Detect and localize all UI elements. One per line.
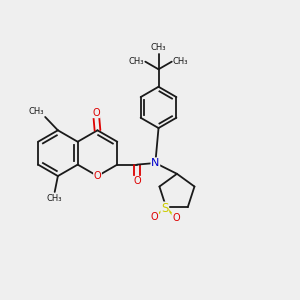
Text: N: N [151,158,160,168]
Text: CH₃: CH₃ [151,44,166,52]
Text: CH₃: CH₃ [28,107,44,116]
Text: CH₃: CH₃ [47,194,62,202]
Text: CH₃: CH₃ [129,57,144,66]
Text: O: O [92,108,100,118]
Text: O: O [133,176,141,186]
Text: O: O [172,213,180,223]
Text: O: O [151,212,158,222]
Text: CH₃: CH₃ [173,57,188,66]
Text: S: S [161,202,169,215]
Text: O: O [94,171,101,181]
